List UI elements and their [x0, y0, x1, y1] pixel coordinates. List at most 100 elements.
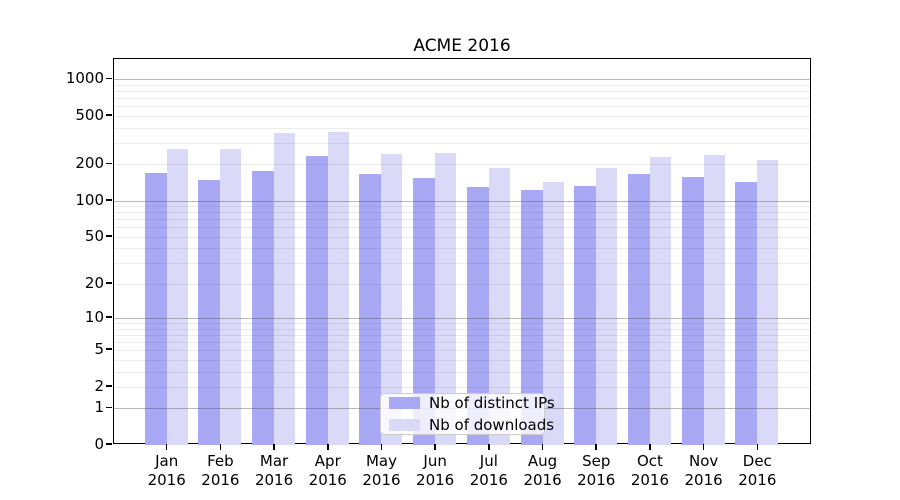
x-tick-mark-feb — [219, 444, 222, 450]
y-tick-label-1000: 1000 — [65, 69, 104, 88]
bar-ips-jun — [413, 178, 436, 445]
x-tick-month: Jun — [423, 452, 447, 470]
x-tick-label-may: May 2016 — [349, 452, 413, 490]
x-tick-year: 2016 — [469, 471, 508, 489]
legend-entry-downloads: Nb of downloads — [389, 416, 554, 434]
legend-label-distinct-ips: Nb of distinct IPs — [429, 394, 555, 412]
x-tick-month: Jul — [479, 452, 498, 470]
x-tick-year: 2016 — [684, 471, 723, 489]
bar-ips-apr — [305, 156, 328, 445]
y-tick-mark-100 — [106, 199, 112, 201]
x-tick-mark-mar — [273, 444, 275, 450]
x-tick-label-jan: Jan 2016 — [135, 452, 199, 490]
x-tick-month: Feb — [207, 452, 234, 470]
y-tick-label-0: 0 — [94, 435, 104, 453]
bar-ips-nov — [681, 177, 704, 445]
bar-downloads-jan — [166, 149, 188, 445]
y-tick-mark-0 — [106, 443, 112, 445]
x-tick-month: Apr — [314, 452, 341, 470]
bar-downloads-oct — [649, 156, 671, 445]
bar-downloads-sep — [596, 168, 618, 445]
gridline-minor-4 — [114, 359, 810, 361]
legend-swatch-downloads — [389, 419, 420, 431]
gridline-minor-5 — [114, 350, 810, 352]
x-tick-year: 2016 — [523, 471, 562, 489]
x-tick-month: May — [365, 452, 397, 470]
x-tick-month: Aug — [527, 452, 558, 470]
x-tick-label-feb: Feb 2016 — [188, 452, 252, 490]
x-tick-year: 2016 — [254, 471, 294, 489]
y-tick-label-1: 1 — [94, 398, 104, 417]
bar-ips-aug — [520, 190, 543, 445]
y-tick-label-200: 200 — [75, 154, 104, 173]
gridline-minor-500 — [114, 116, 810, 117]
gridline-minor-40 — [114, 248, 810, 250]
gridline-minor-400 — [114, 127, 810, 129]
gridline-major-100 — [114, 200, 810, 202]
y-tick-mark-20 — [106, 282, 112, 284]
gridline-minor-9 — [114, 323, 810, 325]
x-tick-year: 2016 — [362, 471, 401, 489]
y-tick-mark-500 — [106, 114, 112, 116]
gridline-minor-8 — [114, 328, 810, 330]
gridline-minor-600 — [114, 106, 810, 108]
gridline-minor-900 — [114, 84, 810, 86]
x-tick-year: 2016 — [416, 471, 455, 489]
gridline-minor-700 — [114, 98, 810, 100]
bar-downloads-may — [381, 154, 403, 445]
legend-swatch-distinct-ips — [389, 397, 420, 409]
bar-downloads-jun — [435, 152, 457, 445]
x-tick-label-nov: Nov 2016 — [672, 452, 736, 490]
x-tick-year: 2016 — [630, 471, 670, 489]
x-tick-label-oct: Oct 2016 — [618, 452, 682, 490]
x-tick-month: Oct — [636, 452, 663, 470]
gridline-major-10 — [114, 318, 810, 320]
gridline-minor-90 — [114, 206, 810, 208]
x-tick-mark-sep — [595, 444, 597, 450]
x-tick-month: Sep — [582, 452, 611, 470]
x-tick-year: 2016 — [577, 471, 616, 489]
y-tick-mark-1000 — [106, 77, 112, 80]
y-tick-mark-10 — [106, 316, 112, 318]
y-tick-label-10: 10 — [84, 308, 104, 327]
legend-label-downloads: Nb of downloads — [429, 416, 555, 434]
x-tick-label-apr: Apr 2016 — [296, 452, 360, 490]
bar-ips-mar — [252, 171, 275, 445]
gridline-minor-20 — [114, 283, 810, 285]
y-tick-label-100: 100 — [75, 190, 104, 209]
x-tick-mark-jul — [488, 444, 490, 450]
x-tick-label-dec: Dec 2016 — [725, 452, 789, 490]
x-tick-label-sep: Sep 2016 — [564, 452, 628, 490]
x-tick-year: 2016 — [738, 471, 777, 489]
gridline-minor-3 — [114, 371, 810, 373]
gridline-minor-7 — [114, 334, 810, 336]
x-tick-mark-aug — [541, 444, 544, 450]
legend-entry-distinct-ips: Nb of distinct IPs — [389, 394, 555, 412]
gridline-minor-2 — [114, 386, 810, 388]
gridline-minor-80 — [114, 212, 810, 214]
bar-ips-jan — [144, 172, 167, 445]
y-tick-label-500: 500 — [75, 106, 104, 124]
y-tick-mark-200 — [106, 162, 112, 165]
y-tick-label-20: 20 — [84, 273, 104, 292]
bar-ips-oct — [627, 174, 650, 445]
y-tick-label-5: 5 — [94, 340, 104, 359]
y-tick-mark-2 — [106, 385, 112, 387]
bar-ips-dec — [735, 181, 758, 445]
gridline-minor-70 — [114, 219, 810, 221]
y-tick-mark-50 — [106, 235, 112, 237]
bar-ips-feb — [198, 179, 221, 445]
bar-downloads-nov — [703, 154, 725, 445]
x-tick-mark-apr — [327, 444, 329, 450]
bar-ips-may — [359, 174, 382, 445]
x-tick-month: Nov — [688, 452, 719, 470]
gridline-minor-6 — [114, 342, 810, 344]
gridline-minor-50 — [114, 236, 810, 238]
x-tick-label-aug: Aug 2016 — [511, 452, 575, 490]
x-tick-label-mar: Mar 2016 — [242, 452, 306, 490]
x-tick-month: Mar — [259, 452, 289, 470]
x-tick-mark-nov — [702, 444, 705, 450]
plot-area — [113, 58, 811, 445]
y-tick-label-2: 2 — [94, 376, 104, 395]
